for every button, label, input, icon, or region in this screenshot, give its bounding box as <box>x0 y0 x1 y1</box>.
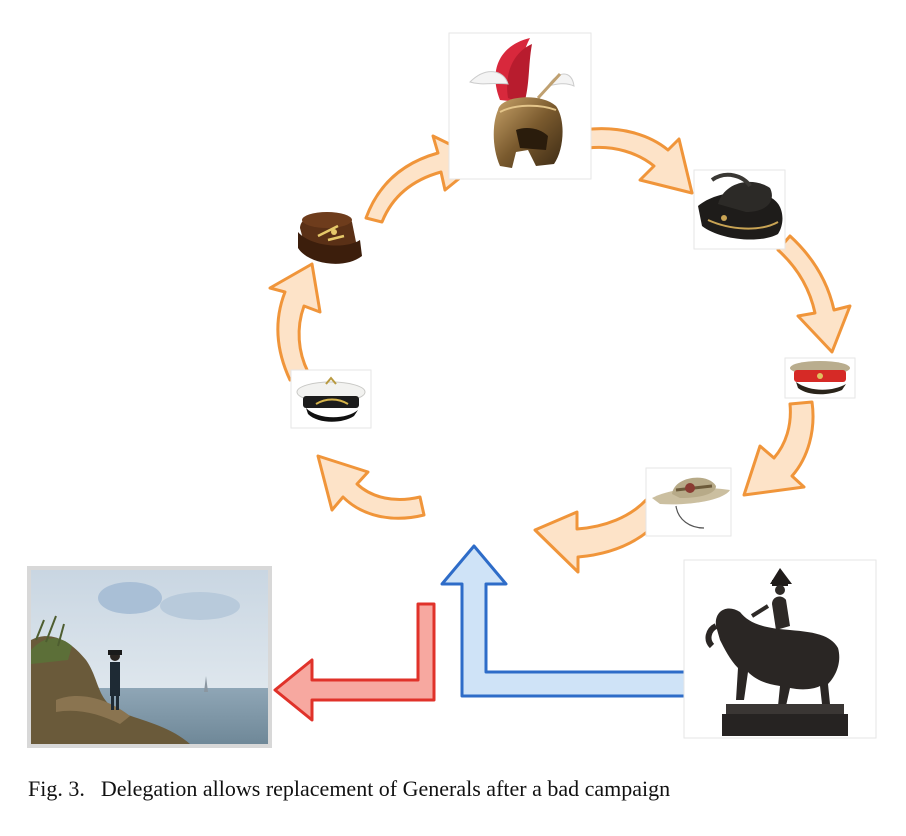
white-peaked-cap-icon <box>290 369 372 429</box>
return-arrow <box>273 602 436 722</box>
cycle-arrow-slouch-to-center <box>533 498 662 574</box>
red-band-peaked-cap-icon <box>784 357 856 399</box>
equestrian-statue <box>683 559 877 739</box>
shako-hat-icon <box>298 212 362 264</box>
slouch-hat-icon <box>645 467 732 537</box>
cycle-arrow-redcap-to-slouch <box>742 400 815 497</box>
entry-arrow <box>440 544 688 698</box>
figure-caption-text: Delegation allows replacement of General… <box>100 776 671 801</box>
figure-caption: Fig. 3. Delegation allows replacement of … <box>28 776 888 802</box>
cycle-arrow-cavalry-to-redcap <box>776 234 852 354</box>
cavalry-hat-icon <box>693 169 786 250</box>
cycle-arrow-center-to-whitecap <box>316 454 426 520</box>
cycle-arrow-whitecap-to-shako <box>268 262 322 382</box>
cycle-arrow-helmet-to-cavalry <box>580 127 694 195</box>
figure-label: Fig. 3. <box>28 776 85 801</box>
roman-helmet-icon <box>448 32 592 180</box>
exile-on-cliff-painting <box>27 566 272 748</box>
cycle-arrows <box>268 127 852 574</box>
